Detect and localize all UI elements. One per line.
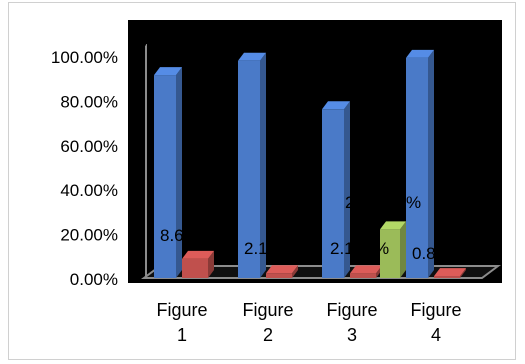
category-label: 4 — [431, 325, 441, 345]
y-tick-label: 0.00% — [70, 270, 118, 289]
bar-blue-side — [260, 52, 266, 279]
plot-background — [128, 20, 502, 283]
data-label-extra: % — [374, 239, 389, 258]
data-label-blue: 99.13% — [385, 21, 443, 40]
y-tick-label: 20.00% — [60, 226, 118, 245]
bar-blue-top — [154, 67, 182, 76]
bar-red-side — [208, 250, 214, 278]
bar-green-top — [380, 221, 406, 230]
bar-red-top — [266, 265, 298, 274]
category-label: Figure — [410, 300, 461, 320]
bar-green-side — [400, 221, 406, 278]
bar-red-side — [292, 265, 298, 278]
y-tick-label: 100.00% — [51, 48, 118, 67]
data-label-green: 2 — [345, 193, 354, 212]
bar-red — [350, 273, 376, 278]
data-label-red: 0.8 — [412, 244, 436, 263]
bar-blue — [406, 57, 428, 279]
category-label: 3 — [347, 325, 357, 345]
bar-blue-side — [176, 67, 182, 278]
bar-blue — [322, 109, 344, 278]
data-label-red: 8.6 — [160, 226, 184, 245]
bar-red — [182, 258, 208, 278]
bar-blue-top — [406, 49, 434, 58]
y-tick-label: 80.00% — [60, 92, 118, 111]
category-label: 1 — [177, 325, 187, 345]
bar-red-top — [434, 268, 466, 277]
bar-blue-side — [344, 101, 350, 278]
bar-red-top — [182, 250, 214, 259]
bar-red-top — [350, 265, 382, 274]
y-tick-label: 60.00% — [60, 137, 118, 156]
category-label: Figure — [326, 300, 377, 320]
bar-blue — [238, 60, 260, 279]
bar-green — [380, 229, 400, 278]
data-label-red: 2.1 — [244, 239, 268, 258]
bar-blue-top — [238, 52, 266, 61]
bar-red — [434, 276, 460, 278]
category-label: Figure — [242, 300, 293, 320]
bar-blue-side — [428, 49, 434, 279]
bar-red — [266, 273, 292, 278]
category-label: Figure — [156, 300, 207, 320]
bar-blue — [154, 75, 176, 278]
bar-blue-top — [322, 101, 350, 110]
data-label-blue: 97.84% — [215, 21, 273, 40]
data-label-red: 2.1 — [330, 239, 354, 258]
y-tick-label: 40.00% — [60, 181, 118, 200]
bar-red-side — [460, 268, 466, 278]
data-label-blue: 9 — [138, 32, 147, 51]
category-label: 2 — [263, 325, 273, 345]
data-label-extra: % — [406, 193, 421, 212]
